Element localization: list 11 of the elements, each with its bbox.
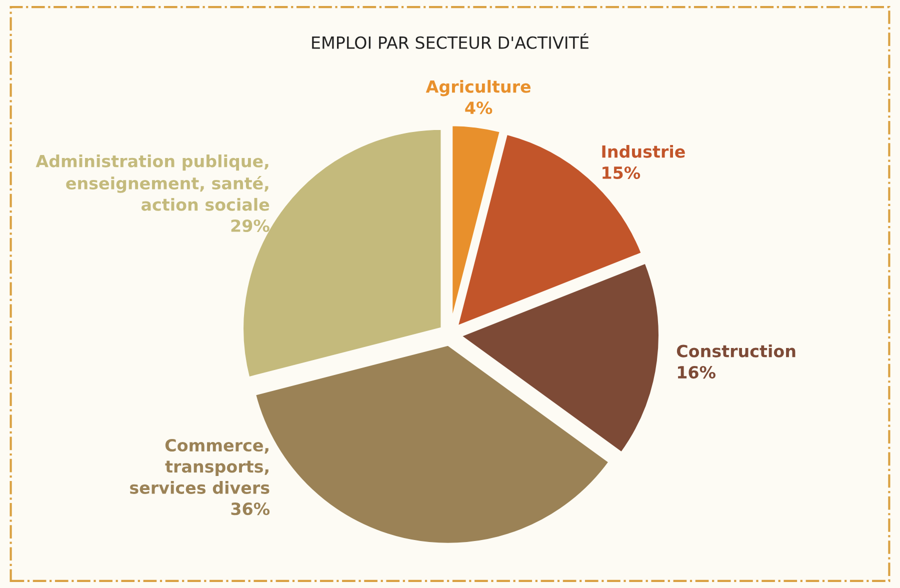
- chart-title: EMPLOI PAR SECTEUR D'ACTIVITÉ: [312, 33, 588, 49]
- slice-label: Construction: [676, 344, 796, 358]
- data-label: 4%: [465, 102, 492, 114]
- data-label: 29%: [231, 219, 270, 232]
- data-label: 36%: [231, 502, 270, 516]
- slice-label: Administration publique, enseignement, santé, action sociale: [36, 154, 270, 211]
- data-label: 15%: [602, 166, 640, 180]
- slice-label: Industrie: [602, 144, 685, 158]
- slice-label: Commerce, transports, services divers: [130, 438, 270, 494]
- slice-label: Agriculture: [426, 80, 531, 96]
- data-label: 16%: [678, 366, 716, 379]
